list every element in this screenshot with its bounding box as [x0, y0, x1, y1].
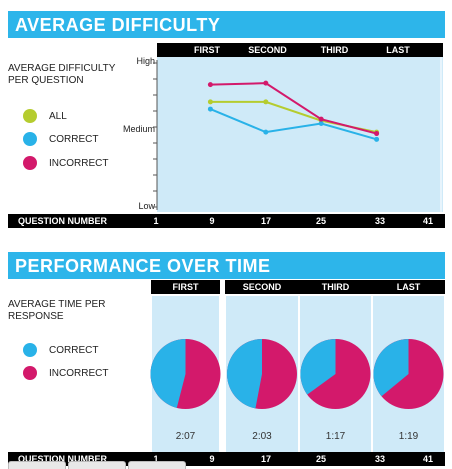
bottom-tab-strip: [8, 461, 186, 469]
difficulty-header: AVERAGE DIFFICULTY: [8, 11, 445, 38]
data-point-correct: [207, 106, 213, 112]
y-label-medium: Medium: [122, 124, 155, 134]
question-number-tick: 9: [209, 454, 215, 464]
question-number-tick: 41: [422, 454, 433, 464]
legend-item: INCORRECT: [23, 156, 108, 170]
question-number-tick: 33: [374, 454, 385, 464]
column-header-second: SECOND: [248, 45, 287, 55]
data-point-incorrect: [374, 131, 380, 137]
legend-label: ALL: [49, 110, 67, 122]
series-line-incorrect: [210, 82, 377, 135]
bottom-tab[interactable]: [8, 461, 66, 469]
legend-label: INCORRECT: [49, 157, 109, 169]
column-header-third: THIRD: [320, 45, 349, 55]
data-point-incorrect: [318, 116, 324, 122]
bottom-tab[interactable]: [68, 461, 126, 469]
legend-label: INCORRECT: [49, 367, 109, 379]
question-number-tick: 33: [374, 216, 385, 226]
question-number-tick: 17: [260, 216, 271, 226]
legend-dot-incorrect-icon: [23, 366, 37, 380]
y-label-low: Low: [138, 201, 155, 211]
pie-time-label: 2:03: [252, 431, 272, 442]
pie-slice-correct: [300, 339, 336, 395]
legend-label: CORRECT: [49, 344, 99, 356]
question-number-tick: 1: [153, 454, 159, 464]
data-point-correct: [318, 120, 324, 126]
question-number-label: QUESTION NUMBER: [18, 454, 108, 464]
legend-item: CORRECT: [23, 343, 98, 357]
series-line-correct: [210, 108, 377, 141]
question-number-tick: 25: [315, 454, 326, 464]
difficulty-side-label: AVERAGE DIFFICULTY PER QUESTION: [8, 63, 116, 86]
question-number-label: QUESTION NUMBER: [18, 216, 108, 226]
column-header-last: LAST: [372, 280, 445, 294]
pie-time-label: 2:07: [175, 431, 196, 442]
question-number-tick: 17: [260, 454, 271, 464]
performance-side-label: AVERAGE TIME PER RESPONSE: [8, 299, 106, 322]
legend-label: CORRECT: [49, 133, 99, 145]
legend-item: INCORRECT: [23, 366, 108, 380]
legend-dot-correct-icon: [23, 343, 37, 357]
legend-dot-incorrect-icon: [23, 156, 37, 170]
data-point-incorrect: [207, 82, 213, 88]
data-point-all: [207, 99, 213, 105]
question-number-tick: 9: [209, 216, 215, 226]
column-header-first: FIRST: [194, 45, 220, 55]
column-header-second: SECOND: [225, 280, 299, 294]
question-number-tick: 1: [153, 216, 159, 226]
pie-time-label: 1:19: [398, 431, 419, 442]
legend-dot-correct-icon: [23, 132, 37, 146]
column-header-third: THIRD: [299, 280, 372, 294]
question-number-tick: 25: [315, 216, 326, 226]
pie-slice-correct: [150, 339, 186, 408]
performance-header: PERFORMANCE OVER TIME: [8, 252, 445, 279]
pie-time-label: 1:17: [325, 431, 346, 442]
bottom-tab[interactable]: [128, 461, 186, 469]
data-point-incorrect: [263, 80, 269, 86]
column-header-first: FIRST: [151, 280, 220, 294]
pie-slice-correct: [373, 339, 409, 397]
legend-item: CORRECT: [23, 132, 98, 146]
y-label-high: High: [136, 56, 155, 66]
data-point-correct: [263, 129, 269, 135]
data-point-correct: [374, 136, 380, 142]
legend-item: ALL: [23, 109, 67, 123]
pie-slice-correct: [226, 339, 262, 409]
difficulty-plot-background: [157, 57, 443, 212]
question-number-tick: 41: [422, 216, 433, 226]
difficulty-column-bar: [157, 43, 443, 57]
difficulty-question-number-bar: QUESTION NUMBER 1 9 17 25 33 41: [8, 214, 445, 228]
legend-dot-all-icon: [23, 109, 37, 123]
data-point-all: [263, 99, 269, 105]
column-header-last: LAST: [386, 45, 410, 55]
difficulty-line-chart: [153, 57, 442, 212]
